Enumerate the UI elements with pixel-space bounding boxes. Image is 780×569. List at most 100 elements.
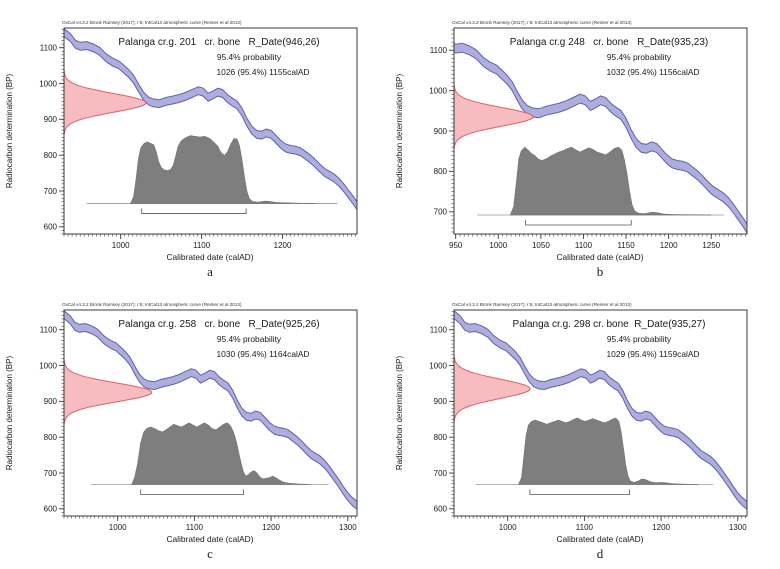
panel-a: OxCal v4.3.2 Bronk Ramsey (2017); r:5; I… bbox=[0, 0, 390, 282]
radiocarbon-likelihood bbox=[64, 70, 147, 135]
clipped-layer bbox=[454, 310, 747, 510]
x-tick-label: 1200 bbox=[660, 241, 678, 250]
y-tick-label: 700 bbox=[434, 469, 448, 478]
y-tick-label: 1000 bbox=[429, 361, 447, 370]
dynamic-layer: 1000 1100 1200 1300 600 700 800 900 1000 1100 bbox=[39, 310, 357, 532]
dynamic-layer: 1000 1100 1200 600 700 800 900 1000 1100 bbox=[39, 28, 357, 250]
x-axis-title: Calibrated date (calAD) bbox=[556, 534, 643, 544]
plot-frame bbox=[453, 309, 748, 517]
radiocarbon-likelihood bbox=[64, 360, 153, 425]
x-axis-title: Calibrated date (calAD) bbox=[166, 252, 253, 262]
x-axis-title: Calibrated date (calAD) bbox=[166, 534, 253, 544]
oxcal-attribution: OxCal v4.3.2 Bronk Ramsey (2017); r:5; I… bbox=[62, 302, 242, 307]
x-tick-label: 1250 bbox=[702, 241, 720, 250]
panel-a-chart: OxCal v4.3.2 Bronk Ramsey (2017); r:5; I… bbox=[5, 20, 358, 279]
clipped-layer bbox=[454, 42, 747, 234]
range-line: 1029 (95.4%) 1159calAD bbox=[607, 349, 700, 359]
x-tick-label: 1050 bbox=[532, 241, 550, 250]
calibrated-posterior bbox=[518, 417, 698, 485]
panel-d-chart: OxCal v4.3.2 Bronk Ramsey (2017); r:5; I… bbox=[395, 302, 748, 561]
panel-title: Palanga cr.g. 201 cr. bone R_Date(946,26… bbox=[118, 37, 319, 48]
y-tick-label: 900 bbox=[434, 397, 448, 406]
panel-title: Palanga cr.g 248 cr. bone R_Date(935,23) bbox=[510, 37, 708, 48]
y-tick-label: 900 bbox=[44, 115, 58, 124]
plot-frame bbox=[453, 27, 748, 235]
range-bracket bbox=[140, 489, 244, 495]
y-tick-label: 1000 bbox=[429, 86, 447, 95]
y-tick-label: 600 bbox=[434, 505, 448, 514]
plot-frame bbox=[63, 309, 358, 517]
clipped-layer bbox=[64, 310, 357, 510]
y-tick-label: 1100 bbox=[40, 326, 58, 335]
dynamic-layer: 950 1000 1050 1100 1150 1200 1250 700 800 900 1000… bbox=[429, 29, 747, 250]
x-tick-label: 1200 bbox=[262, 523, 280, 532]
panel-d: OxCal v4.3.2 Bronk Ramsey (2017); r:5; I… bbox=[390, 282, 780, 564]
y-tick-label: 800 bbox=[434, 167, 448, 176]
plot-frame bbox=[63, 27, 358, 235]
y-tick-label: 1000 bbox=[39, 79, 57, 88]
calibration-curve-band bbox=[64, 28, 357, 211]
calibrated-posterior bbox=[130, 135, 315, 204]
range-bracket bbox=[141, 208, 247, 214]
y-tick-label: 1100 bbox=[430, 46, 448, 55]
calibration-curve-band bbox=[64, 310, 357, 510]
y-tick-label: 600 bbox=[44, 505, 58, 514]
panel-letter: d bbox=[597, 546, 604, 561]
x-tick-label: 1000 bbox=[499, 523, 517, 532]
x-tick-label: 1100 bbox=[186, 523, 204, 532]
x-tick-label: 1150 bbox=[617, 241, 635, 250]
clipped-layer bbox=[64, 28, 357, 214]
x-tick-label: 1100 bbox=[575, 241, 593, 250]
y-tick-label: 700 bbox=[434, 208, 448, 217]
panel-b: OxCal v4.3.2 Bronk Ramsey (2017); r:5; I… bbox=[390, 0, 780, 282]
oxcal-attribution: OxCal v4.3.2 Bronk Ramsey (2017); r:5; I… bbox=[62, 20, 242, 25]
calibration-curve-band bbox=[454, 310, 747, 510]
panel-c-chart: OxCal v4.3.2 Bronk Ramsey (2017); r:5; I… bbox=[5, 302, 358, 561]
oxcal-attribution: OxCal v4.3.2 Bronk Ramsey (2017); r:5; I… bbox=[452, 20, 632, 25]
panel-title: Palanga cr.g. 258 cr. bone R_Date(925,26… bbox=[118, 319, 319, 330]
y-tick-label: 900 bbox=[434, 127, 448, 136]
panel-title: Palanga cr.g. 298 cr. bone R_Date(935,27… bbox=[513, 319, 706, 330]
y-axis-title: Radiocarbon determination (BP) bbox=[5, 74, 14, 189]
calibrated-posterior bbox=[509, 146, 712, 216]
y-axis-title: Radiocarbon determination (BP) bbox=[395, 356, 404, 471]
y-tick-label: 1000 bbox=[39, 361, 57, 370]
radiocarbon-likelihood bbox=[454, 355, 531, 422]
panel-c: OxCal v4.3.2 Bronk Ramsey (2017); r:5; I… bbox=[0, 282, 390, 564]
x-tick-label: 1000 bbox=[109, 523, 127, 532]
y-tick-label: 700 bbox=[44, 469, 58, 478]
y-tick-label: 800 bbox=[44, 151, 58, 160]
calibrated-posterior bbox=[131, 422, 310, 485]
x-tick-label: 1200 bbox=[274, 241, 292, 250]
oxcal-attribution: OxCal v4.3.2 Bronk Ramsey (2017); r:5; I… bbox=[452, 302, 632, 307]
x-tick-label: 950 bbox=[449, 241, 463, 250]
x-tick-label: 1100 bbox=[576, 523, 594, 532]
x-tick-label: 1000 bbox=[112, 241, 130, 250]
range-bracket bbox=[525, 220, 632, 226]
panel-b-chart: OxCal v4.3.2 Bronk Ramsey (2017); r:5; I… bbox=[395, 20, 748, 279]
x-tick-label: 1100 bbox=[193, 241, 211, 250]
y-tick-label: 800 bbox=[44, 433, 58, 442]
y-tick-label: 800 bbox=[434, 433, 448, 442]
panel-letter: b bbox=[597, 264, 604, 279]
x-tick-label: 1300 bbox=[339, 523, 357, 532]
y-tick-label: 900 bbox=[44, 397, 58, 406]
panel-letter: c bbox=[207, 546, 213, 561]
probability-line: 95.4% probability bbox=[217, 52, 282, 62]
panel-letter: a bbox=[207, 264, 213, 279]
x-tick-label: 1000 bbox=[489, 241, 507, 250]
range-line: 1032 (95.4%) 1156calAD bbox=[607, 67, 700, 77]
calibration-curve-band bbox=[454, 42, 747, 234]
radiocarbon-likelihood bbox=[454, 84, 534, 149]
probability-line: 95.4% probability bbox=[607, 52, 672, 62]
y-tick-label: 1100 bbox=[430, 326, 448, 335]
y-tick-label: 600 bbox=[44, 223, 58, 232]
probability-line: 95.4% probability bbox=[607, 334, 672, 344]
x-tick-label: 1200 bbox=[652, 523, 670, 532]
y-axis-title: Radiocarbon determination (BP) bbox=[5, 356, 14, 471]
y-tick-label: 1100 bbox=[40, 44, 58, 53]
range-line: 1030 (95.4%) 1164calAD bbox=[217, 349, 310, 359]
x-axis-title: Calibrated date (calAD) bbox=[556, 252, 643, 262]
y-axis-title: Radiocarbon determination (BP) bbox=[395, 74, 404, 189]
